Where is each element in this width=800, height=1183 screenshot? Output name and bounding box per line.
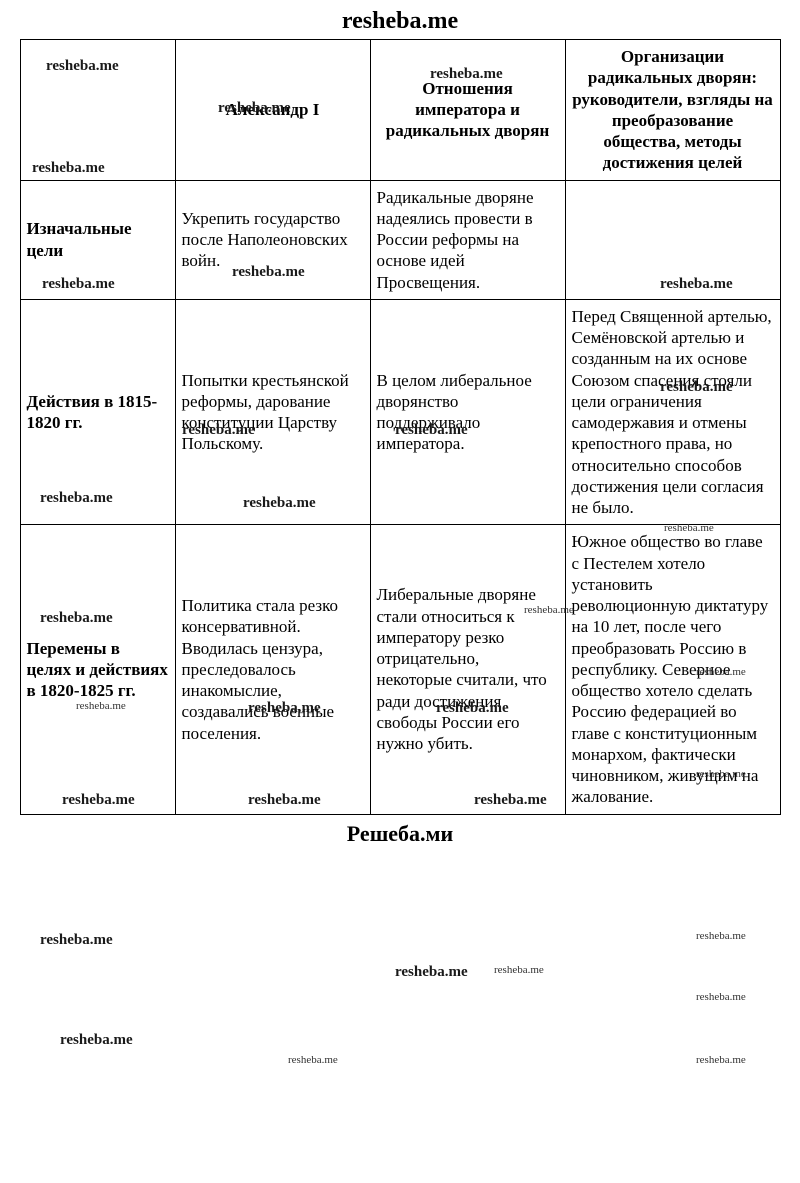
table-cell: Попытки крестьянской реформы, дарование … — [175, 299, 370, 525]
watermark-text: resheba.me — [40, 932, 113, 949]
header-cell-empty — [20, 40, 175, 181]
header-cell-organizations: Организации радикальных дворян: руководи… — [565, 40, 780, 181]
row-label-1815: Действия в 1815-1820 гг. — [20, 299, 175, 525]
history-table: Александр I Отношения императора и радик… — [20, 39, 781, 815]
table-row: Перемены в целях и действиях в 1820-1825… — [20, 525, 780, 814]
table-cell: Перед Священной артелью, Семёновской арт… — [565, 299, 780, 525]
table-cell: Южное общество во главе с Пестелем хотел… — [565, 525, 780, 814]
row-label-1820: Перемены в целях и действиях в 1820-1825… — [20, 525, 175, 814]
table-row: Изначальные цели Укрепить государство по… — [20, 180, 780, 299]
content-area: resheba.me Александр I Отношения императ… — [0, 0, 800, 855]
table-cell — [565, 180, 780, 299]
header-cell-tsar: Александр I — [175, 40, 370, 181]
table-cell: В целом либеральное дворянство поддержив… — [370, 299, 565, 525]
watermark-text: resheba.me — [696, 930, 746, 942]
page-header: resheba.me — [0, 0, 800, 39]
header-cell-relations: Отношения императора и радикальных дворя… — [370, 40, 565, 181]
watermark-text: resheba.me — [395, 964, 468, 981]
watermark-text: resheba.me — [288, 1054, 338, 1066]
watermark-text: resheba.me — [494, 964, 544, 976]
table-cell: Либеральные дворяне стали относиться к и… — [370, 525, 565, 814]
page-container: resheba.me Александр I Отношения императ… — [0, 0, 800, 1183]
table-cell: Укрепить государство после Наполеоновски… — [175, 180, 370, 299]
page-footer: Решеба.ми — [0, 815, 800, 855]
watermark-text: resheba.me — [60, 1032, 133, 1049]
table-header-row: Александр I Отношения императора и радик… — [20, 40, 780, 181]
row-label-initial: Изначальные цели — [20, 180, 175, 299]
watermark-text: resheba.me — [696, 1054, 746, 1066]
table-cell: Политика стала резко консервативной. Вво… — [175, 525, 370, 814]
table-row: Действия в 1815-1820 гг. Попытки крестья… — [20, 299, 780, 525]
table-cell: Радикальные дворяне надеялись провести в… — [370, 180, 565, 299]
watermark-text: resheba.me — [696, 991, 746, 1003]
